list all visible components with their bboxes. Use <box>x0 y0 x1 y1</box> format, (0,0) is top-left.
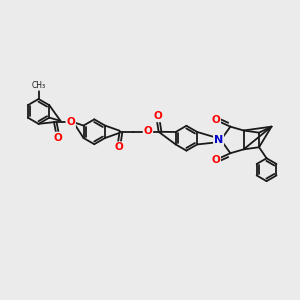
Text: O: O <box>66 117 75 127</box>
Text: O: O <box>114 142 123 152</box>
Text: CH₃: CH₃ <box>32 81 46 90</box>
Text: O: O <box>53 133 62 142</box>
Text: O: O <box>143 126 152 136</box>
Text: O: O <box>212 115 220 125</box>
Text: N: N <box>214 135 223 145</box>
Text: O: O <box>153 111 162 122</box>
Text: O: O <box>212 154 220 165</box>
